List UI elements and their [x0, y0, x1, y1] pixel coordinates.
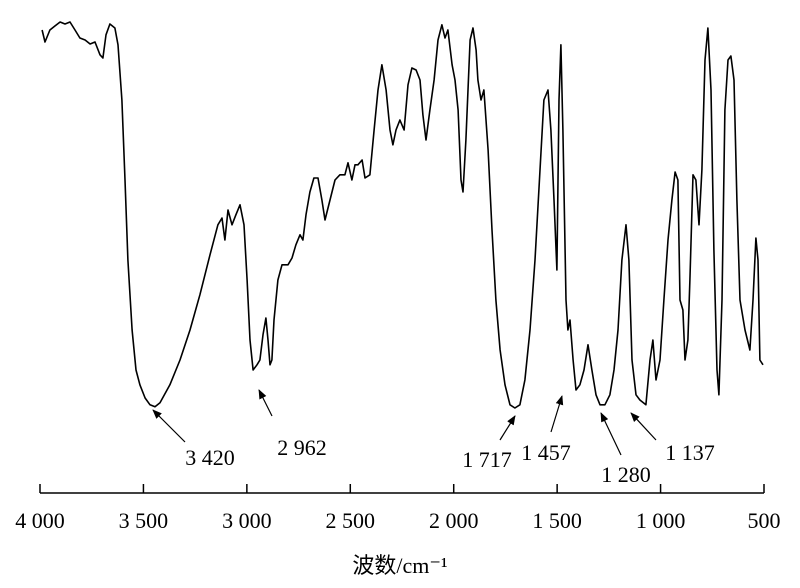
peak-arrow	[499, 415, 516, 441]
peak-arrow	[550, 395, 564, 433]
x-tick-label: 4 000	[15, 508, 65, 533]
x-tick-label: 2 500	[326, 508, 376, 533]
spectrum-line	[41, 21, 764, 409]
peak-label: 1 717	[462, 447, 512, 472]
peak-label: 3 420	[185, 445, 235, 470]
peak-arrow	[600, 412, 622, 456]
peak-arrow	[258, 389, 273, 417]
x-tick-label: 3 500	[119, 508, 169, 533]
peak-label: 1 137	[665, 440, 715, 465]
peak-arrow	[152, 409, 186, 443]
peak-label: 2 962	[277, 435, 327, 460]
x-tick-label: 2 000	[429, 508, 479, 533]
x-tick-label: 1 000	[636, 508, 686, 533]
x-axis-label: 波数/cm⁻¹	[352, 553, 447, 578]
peak-label: 1 457	[521, 440, 571, 465]
x-tick-label: 3 000	[222, 508, 272, 533]
peak-label: 1 280	[601, 462, 651, 487]
peak-arrow	[630, 412, 657, 441]
x-tick-label: 1 500	[532, 508, 582, 533]
x-tick-label: 500	[748, 508, 781, 533]
